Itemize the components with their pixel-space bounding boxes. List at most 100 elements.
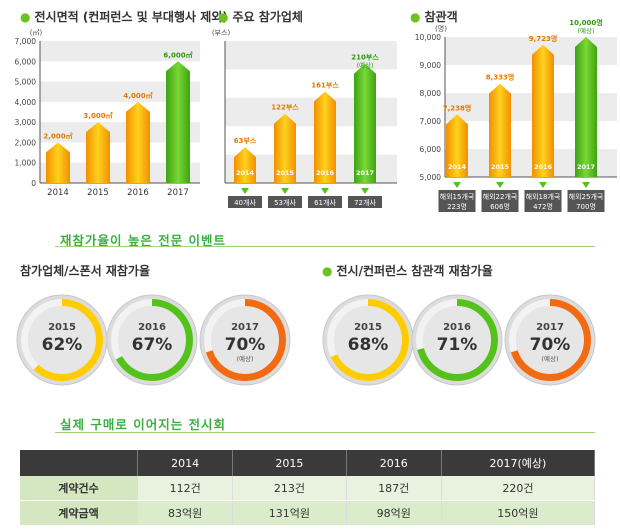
y-tick-label: 7,000 [15,37,37,46]
bar [126,101,150,183]
data-label: 4,000㎡ [123,91,152,100]
sub-label: 해외22개국 [483,192,518,201]
data-label: 6,000㎡ [163,50,192,59]
grid-band [40,81,200,102]
donut-arc [111,299,193,381]
sub-label: 472명 [533,202,553,211]
sub-label: 72개사 [354,198,376,207]
sub-label-box [438,190,476,212]
data-label: 3,000㎡ [83,111,112,120]
donut-year: 2016 [443,322,471,333]
y-tick-label: 6,000 [420,145,442,154]
y-tick-label: 5,000 [15,78,37,87]
sub-label-box [268,196,302,208]
grid-band [40,122,200,143]
bar [532,44,554,178]
category-label: 2017 [167,188,189,198]
deals-header-cell: 2015 [232,450,347,476]
sub-label: 606명 [490,202,510,211]
bar [46,142,70,183]
data-label: 2,000㎡ [43,131,72,140]
category-label: 2015 [87,188,109,198]
donut-arc [509,299,591,381]
y-tick-label: 4,000 [15,98,37,107]
sub-label: 40개사 [234,198,256,207]
sub-label: 61개사 [314,198,336,207]
rebooking-donuts: 201562%201667%201770%(예상)201568%201671%2… [16,294,596,386]
category-label: 2014 [47,188,69,198]
category-label: 2015 [276,169,295,177]
grid-band [40,41,200,62]
exhibitor-rebooking-title: 참가업체/스폰서 재참가율 [20,264,151,278]
donut-inner [334,306,402,374]
donut-arc [327,299,409,381]
bar [234,147,256,183]
down-arrow-icon [539,182,547,188]
row-label: 계약금액 [20,500,138,526]
y-tick-label: 9,000 [420,61,442,70]
bar [314,91,336,183]
donut-inner [516,306,584,374]
donut-arc [416,299,498,381]
data-label: 8,333명 [486,73,515,82]
donut-year: 2016 [138,322,166,333]
table-cell: 83억원 [137,500,234,526]
y-tick-label: 8,000 [420,89,442,98]
deals-section-title: 실제 구매로 이어지는 전시회 [60,417,227,432]
y-unit-label: (㎡) [30,29,43,37]
donut-value: 71% [437,335,478,355]
down-arrow-icon [241,188,249,194]
category-label: 2016 [127,188,149,198]
bar [575,37,597,177]
bar [166,61,190,183]
area-chart: (㎡) 0 1,000 2,000 3,000 4,000 5,000 6,000 7,000 2… [15,29,200,198]
data-label: 9,723명 [529,34,558,43]
visitors-chart: (명) 5,000 6,000 7,000 8,000 9,000 10,000 7,238명… [415,18,617,212]
donut-year: 2017 [536,322,564,333]
donut-inner [423,306,491,374]
y-tick-label: 2,000 [15,138,37,147]
data-label-note: (예상) [577,26,594,35]
data-label: 210부스 [351,53,379,62]
table-cell: 220건 [441,476,596,501]
donut-value: 67% [132,335,173,355]
y-tick-label: 0 [31,179,36,188]
exhibitors-chart: (부스) 63부스 2014 40개사 122부스 2015 53개사 161부스 2016 61… [212,29,397,208]
category-label: 2014 [448,163,467,171]
table-cell: 213건 [232,476,347,501]
category-label: 2016 [534,163,553,171]
category-label: 2014 [236,169,255,177]
y-tick-label: 1,000 [15,159,37,168]
y-tick-label: 5,000 [420,173,442,182]
row-label: 계약건수 [20,476,138,501]
y-tick-label: 6,000 [15,57,37,66]
donut-arc [21,299,103,381]
bar [446,114,468,177]
grid-band [40,162,200,183]
donut-year: 2015 [354,322,382,333]
bar [489,83,511,177]
sub-label: 700명 [576,202,596,211]
rebooking-section-title: 재참가율이 높은 전문 이벤트 [60,233,227,248]
table-cell: 131억원 [232,500,347,526]
down-arrow-icon [321,188,329,194]
y-tick-label: 7,000 [420,117,442,126]
donut-inner [211,306,279,374]
table-cell: 112건 [137,476,234,501]
donut-inner [28,306,96,374]
deals-header-cell: 2017(예상) [441,450,596,476]
visitor-rebooking-title: ● 전시/컨퍼런스 참관객 재참가율 [322,264,493,278]
sub-label: 해외25개국 [569,192,604,201]
sub-label-box [308,196,342,208]
donut-year: 2015 [48,322,76,333]
donut-value: 68% [348,335,389,355]
sub-label: 해외18개국 [526,192,561,201]
data-label: 122부스 [271,103,299,112]
bar [86,122,110,183]
table-row: 계약건수 112건 213건 187건 220건 [20,476,596,501]
y-unit-label: (부스) [212,29,231,37]
donut-value: 62% [42,335,83,355]
deals-header-cell: 2014 [137,450,234,476]
category-label: 2015 [491,163,510,171]
donut-value: 70% [225,335,266,355]
